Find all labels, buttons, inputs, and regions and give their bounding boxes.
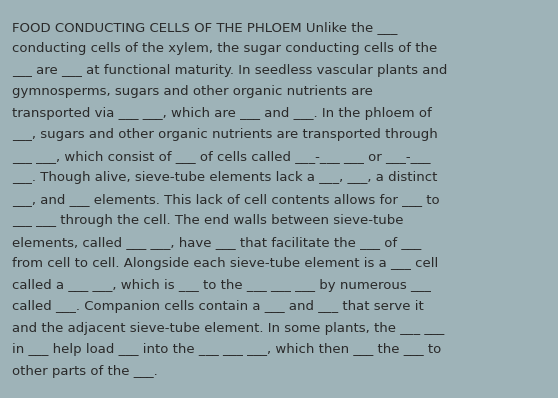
Text: ___, sugars and other organic nutrients are transported through: ___, sugars and other organic nutrients … — [12, 128, 437, 141]
Text: in ___ help load ___ into the ___ ___ ___, which then ___ the ___ to: in ___ help load ___ into the ___ ___ __… — [12, 343, 441, 356]
Text: ___ ___, which consist of ___ of cells called ___-___ ___ or ___-___: ___ ___, which consist of ___ of cells c… — [12, 150, 431, 163]
Text: elements, called ___ ___, have ___ that facilitate the ___ of ___: elements, called ___ ___, have ___ that … — [12, 236, 421, 249]
Text: ___, and ___ elements. This lack of cell contents allows for ___ to: ___, and ___ elements. This lack of cell… — [12, 193, 440, 206]
Text: called a ___ ___, which is ___ to the ___ ___ ___ by numerous ___: called a ___ ___, which is ___ to the __… — [12, 279, 431, 292]
Text: conducting cells of the xylem, the sugar conducting cells of the: conducting cells of the xylem, the sugar… — [12, 42, 437, 55]
Text: FOOD CONDUCTING CELLS OF THE PHLOEM Unlike the ___: FOOD CONDUCTING CELLS OF THE PHLOEM Unli… — [12, 21, 397, 34]
Text: other parts of the ___.: other parts of the ___. — [12, 365, 158, 378]
Text: and the adjacent sieve-tube element. In some plants, the ___ ___: and the adjacent sieve-tube element. In … — [12, 322, 444, 335]
Text: ___ are ___ at functional maturity. In seedless vascular plants and: ___ are ___ at functional maturity. In s… — [12, 64, 448, 77]
Text: transported via ___ ___, which are ___ and ___. In the phloem of: transported via ___ ___, which are ___ a… — [12, 107, 432, 120]
Text: gymnosperms, sugars and other organic nutrients are: gymnosperms, sugars and other organic nu… — [12, 85, 373, 98]
Text: from cell to cell. Alongside each sieve-tube element is a ___ cell: from cell to cell. Alongside each sieve-… — [12, 257, 438, 270]
Text: ___. Though alive, sieve-tube elements lack a ___, ___, a distinct: ___. Though alive, sieve-tube elements l… — [12, 171, 437, 184]
Text: ___ ___ through the cell. The end walls between sieve-tube: ___ ___ through the cell. The end walls … — [12, 214, 403, 227]
Text: called ___. Companion cells contain a ___ and ___ that serve it: called ___. Companion cells contain a __… — [12, 300, 424, 313]
